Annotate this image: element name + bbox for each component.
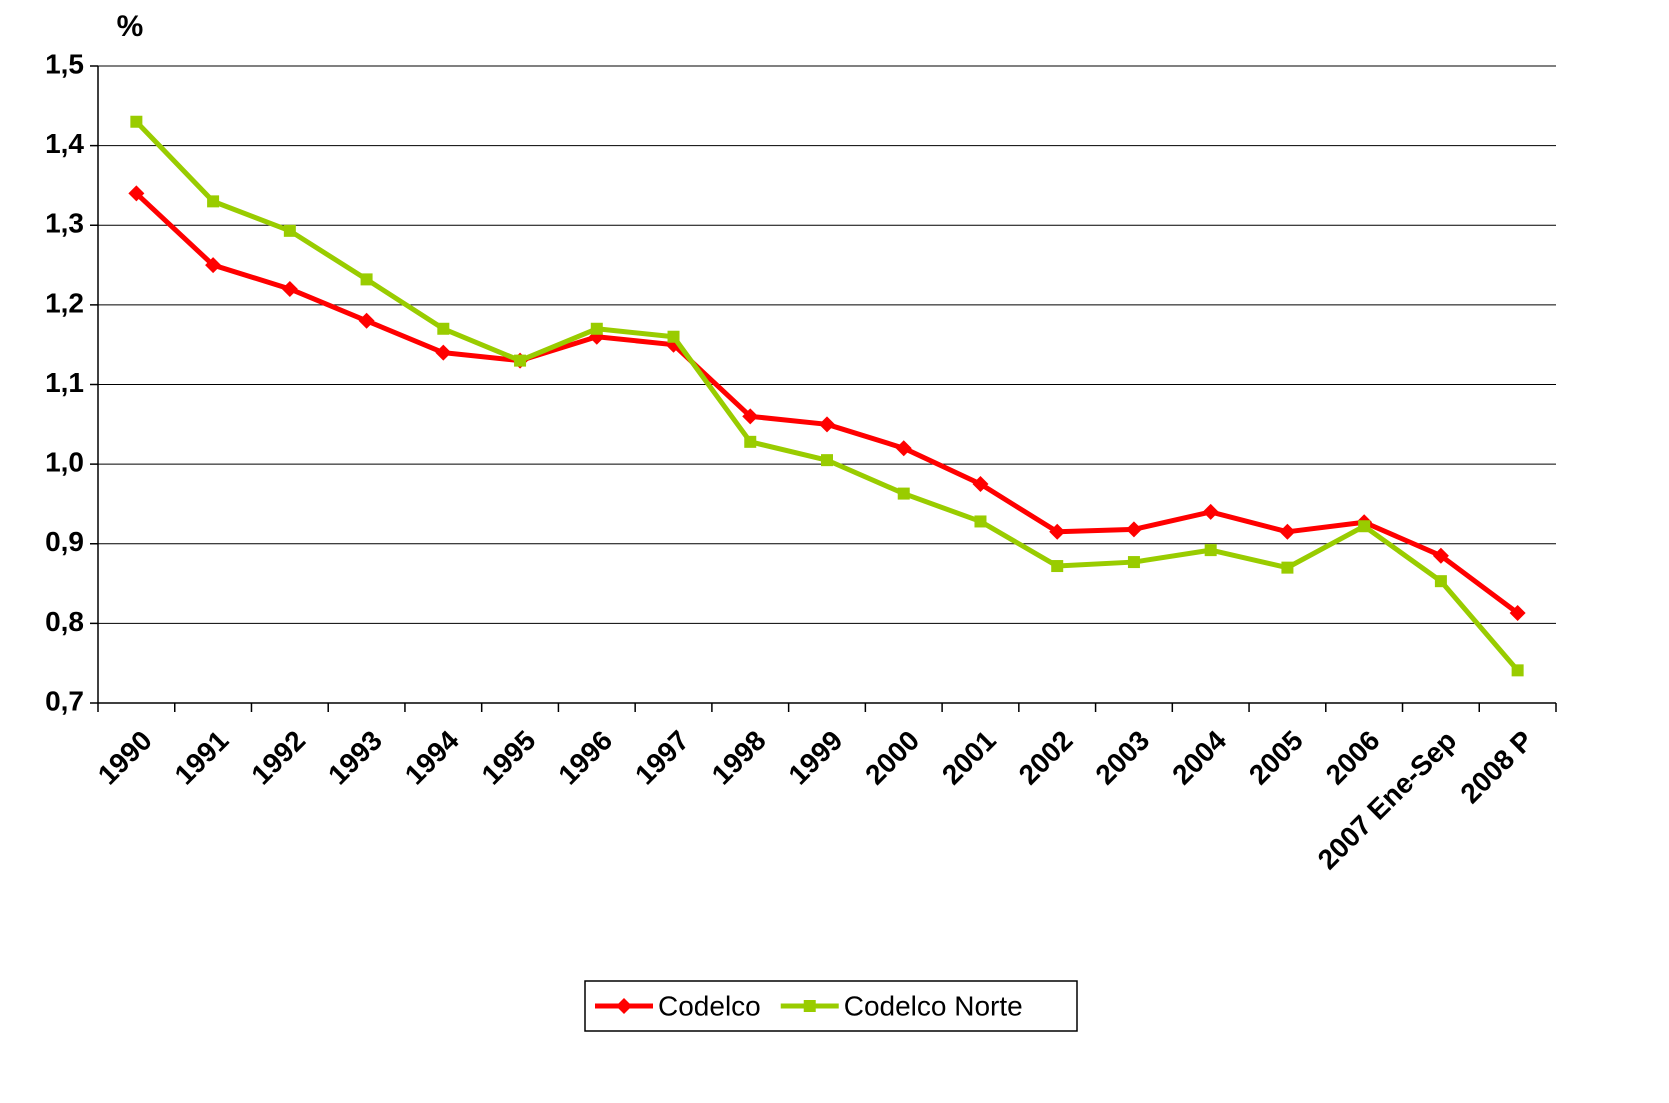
x-tick-label: 2004 bbox=[1166, 724, 1232, 790]
x-tick-label: 2003 bbox=[1089, 725, 1155, 791]
x-tick-label: 1994 bbox=[399, 724, 465, 790]
x-tick-label: 1997 bbox=[629, 725, 695, 791]
data-point bbox=[1279, 523, 1296, 540]
y-tick-label: 1,1 bbox=[45, 367, 84, 398]
data-point bbox=[667, 330, 680, 343]
data-point bbox=[895, 440, 912, 457]
x-tick-label: 1998 bbox=[706, 725, 772, 791]
data-point bbox=[1434, 575, 1447, 588]
data-point bbox=[1432, 547, 1449, 564]
data-point bbox=[972, 476, 989, 493]
x-tick-label: 1992 bbox=[245, 725, 311, 791]
legend: Codelco Codelco Norte bbox=[584, 980, 1078, 1032]
data-point bbox=[1511, 664, 1524, 677]
y-tick-label: 1,2 bbox=[45, 287, 84, 318]
data-point bbox=[435, 344, 452, 361]
data-point bbox=[974, 515, 987, 528]
data-point bbox=[819, 416, 835, 433]
x-tick-label: 1995 bbox=[476, 725, 542, 791]
data-point bbox=[358, 312, 375, 329]
data-point bbox=[821, 454, 833, 467]
data-point bbox=[207, 195, 220, 208]
series-line bbox=[134, 120, 1520, 672]
y-tick-label: 0,7 bbox=[45, 685, 84, 716]
data-point bbox=[1202, 503, 1219, 520]
x-tick-label: 2005 bbox=[1243, 725, 1309, 791]
data-point bbox=[130, 115, 143, 128]
data-point bbox=[128, 185, 145, 202]
x-tick-label: 2001 bbox=[936, 725, 1002, 791]
legend-marker bbox=[616, 998, 632, 1014]
x-tick-label: 1996 bbox=[552, 725, 618, 791]
data-point bbox=[897, 487, 910, 500]
y-tick-label: 1,0 bbox=[45, 447, 84, 478]
data-point bbox=[205, 257, 222, 274]
legend-marker bbox=[803, 1000, 816, 1012]
y-axis-label: % bbox=[117, 10, 144, 43]
data-point bbox=[1509, 605, 1526, 622]
data-point bbox=[437, 322, 450, 335]
data-point bbox=[514, 354, 527, 367]
data-point bbox=[742, 408, 759, 425]
y-tick-label: 0,8 bbox=[45, 606, 84, 637]
x-tick-label: 2007 Ene-Sep bbox=[1312, 725, 1463, 876]
x-tick-label: 1993 bbox=[322, 725, 388, 791]
data-point bbox=[1127, 556, 1140, 569]
data-point bbox=[281, 280, 298, 297]
data-point bbox=[1049, 523, 1066, 540]
y-tick-label: 1,5 bbox=[45, 48, 84, 79]
x-tick-label: 2000 bbox=[859, 725, 925, 791]
x-tick-label: 2008 P bbox=[1454, 725, 1539, 810]
x-tick-label: 2002 bbox=[1013, 725, 1079, 791]
x-tick-label: 2006 bbox=[1320, 725, 1386, 791]
data-point bbox=[1281, 561, 1294, 574]
data-point bbox=[1204, 544, 1217, 557]
data-point bbox=[1358, 520, 1371, 533]
x-tick-label: 1999 bbox=[782, 725, 848, 791]
data-point bbox=[1051, 560, 1064, 573]
y-tick-label: 1,3 bbox=[45, 208, 84, 239]
y-tick-label: 1,4 bbox=[45, 128, 84, 159]
data-point bbox=[283, 224, 296, 237]
data-point bbox=[1125, 521, 1142, 538]
data-point bbox=[744, 435, 757, 448]
y-tick-label: 0,9 bbox=[45, 526, 84, 557]
legend-label: Codelco bbox=[658, 990, 761, 1021]
data-point bbox=[360, 273, 373, 286]
x-tick-label: 1991 bbox=[169, 725, 235, 791]
data-point bbox=[590, 322, 603, 335]
series-line bbox=[134, 191, 1520, 616]
x-tick-label: 1990 bbox=[92, 725, 158, 791]
legend-label: Codelco Norte bbox=[844, 990, 1023, 1021]
